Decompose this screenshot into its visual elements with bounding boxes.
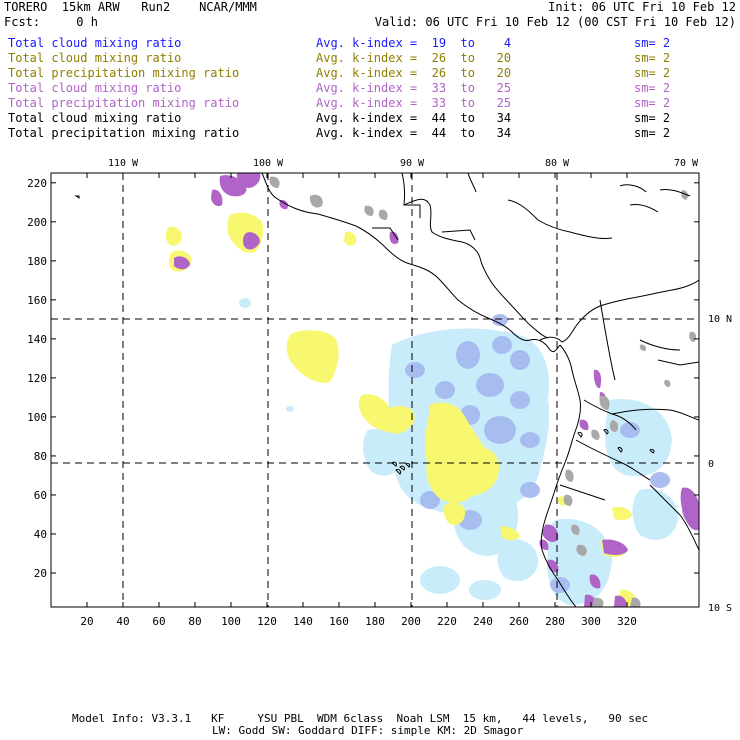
legend-row-1-sm: sm= 2 bbox=[634, 36, 671, 50]
longitude-label: 90 W bbox=[400, 158, 425, 169]
legend-row-1-kindex: Avg. k-index = 19 to 4 bbox=[316, 36, 512, 50]
y-tick-label: 160 bbox=[27, 294, 47, 307]
longitude-label: 70 W bbox=[674, 158, 699, 169]
legend-row-3-sm: sm= 2 bbox=[634, 66, 671, 80]
x-tick-label: 220 bbox=[437, 615, 457, 628]
latitude-label: 0 bbox=[708, 459, 714, 470]
legend-row-4-kindex: Avg. k-index = 33 to 25 bbox=[316, 81, 512, 95]
y-tick-label: 100 bbox=[27, 411, 47, 424]
legend-row-1-field: Total cloud mixing ratio bbox=[8, 36, 182, 50]
y-tick-label: 80 bbox=[34, 450, 47, 463]
legend-row-7-sm: sm= 2 bbox=[634, 126, 671, 140]
blue-cloud-field bbox=[405, 314, 698, 593]
legend-row-2-kindex: Avg. k-index = 26 to 20 bbox=[316, 51, 512, 65]
header-forecast: Fcst: 0 h bbox=[4, 15, 98, 29]
longitude-label: 80 W bbox=[545, 158, 570, 169]
gray-precip-field bbox=[269, 176, 697, 607]
header-init: Init: 06 UTC Fri 10 Feb 12 bbox=[548, 0, 736, 14]
x-tick-label: 80 bbox=[188, 615, 201, 628]
legend-row-2-sm: sm= 2 bbox=[634, 51, 671, 65]
longitude-label: 110 W bbox=[108, 158, 139, 169]
legend-row-7-kindex: Avg. k-index = 44 to 34 bbox=[316, 126, 512, 140]
x-tick-label: 120 bbox=[257, 615, 277, 628]
x-tick-label: 160 bbox=[329, 615, 349, 628]
header-valid: Valid: 06 UTC Fri 10 Feb 12 (00 CST Fri … bbox=[374, 15, 736, 29]
x-tick-label: 260 bbox=[509, 615, 529, 628]
y-tick-label: 200 bbox=[27, 216, 47, 229]
legend-row-5-kindex: Avg. k-index = 33 to 25 bbox=[316, 96, 512, 110]
map-field-layer bbox=[51, 173, 699, 607]
latitude-label: 10 N bbox=[708, 314, 732, 325]
legend-row-3-kindex: Avg. k-index = 26 to 20 bbox=[316, 66, 512, 80]
legend-row-7-field: Total precipitation mixing ratio bbox=[8, 126, 240, 140]
footer-physics-info: LW: Godd SW: Goddard DIFF: simple KM: 2D… bbox=[212, 724, 524, 737]
latitude-label: 10 S bbox=[708, 603, 732, 614]
x-tick-label: 320 bbox=[617, 615, 637, 628]
latitude-labels: 10 N 0 10 S bbox=[708, 314, 732, 614]
y-tick-label: 180 bbox=[27, 255, 47, 268]
y-tick-label: 60 bbox=[34, 489, 47, 502]
x-tick-label: 140 bbox=[293, 615, 313, 628]
y-axis: 220 200 180 160 140 120 100 80 60 40 20 bbox=[27, 177, 699, 580]
y-tick-label: 120 bbox=[27, 372, 47, 385]
x-tick-label: 180 bbox=[365, 615, 385, 628]
y-tick-label: 140 bbox=[27, 333, 47, 346]
footer-model-info: Model Info: V3.3.1 KF YSU PBL WDM 6class… bbox=[72, 712, 649, 725]
legend-row-2-field: Total cloud mixing ratio bbox=[8, 51, 182, 65]
x-tick-label: 200 bbox=[401, 615, 421, 628]
graticule bbox=[51, 173, 699, 607]
coastlines bbox=[74, 173, 699, 607]
longitude-labels: 110 W 100 W 90 W 80 W 70 W bbox=[108, 158, 699, 169]
legend-row-4-sm: sm= 2 bbox=[634, 81, 671, 95]
legend-row-4-field: Total cloud mixing ratio bbox=[8, 81, 182, 95]
legend-row-5-field: Total precipitation mixing ratio bbox=[8, 96, 240, 110]
x-tick-label: 100 bbox=[221, 615, 241, 628]
x-tick-label: 240 bbox=[473, 615, 493, 628]
legend-row-6-field: Total cloud mixing ratio bbox=[8, 111, 182, 125]
legend-row-6-kindex: Avg. k-index = 44 to 34 bbox=[316, 111, 512, 125]
legend-row-6-sm: sm= 2 bbox=[634, 111, 671, 125]
legend-row-5-sm: sm= 2 bbox=[634, 96, 671, 110]
legend-row-3-field: Total precipitation mixing ratio bbox=[8, 66, 240, 80]
x-tick-label: 40 bbox=[116, 615, 129, 628]
y-tick-label: 220 bbox=[27, 177, 47, 190]
x-tick-label: 300 bbox=[581, 615, 601, 628]
x-tick-label: 60 bbox=[152, 615, 165, 628]
header-title: TORERO 15km ARW Run2 NCAR/MMM bbox=[4, 0, 257, 14]
x-tick-label: 20 bbox=[80, 615, 93, 628]
yellow-precip-field bbox=[165, 212, 637, 607]
x-axis: 20 40 60 80 100 120 140 160 180 200 220 240 260 280 30… bbox=[80, 173, 637, 628]
x-tick-label: 280 bbox=[545, 615, 565, 628]
y-tick-label: 20 bbox=[34, 567, 47, 580]
y-tick-label: 40 bbox=[34, 528, 47, 541]
longitude-label: 100 W bbox=[253, 158, 284, 169]
